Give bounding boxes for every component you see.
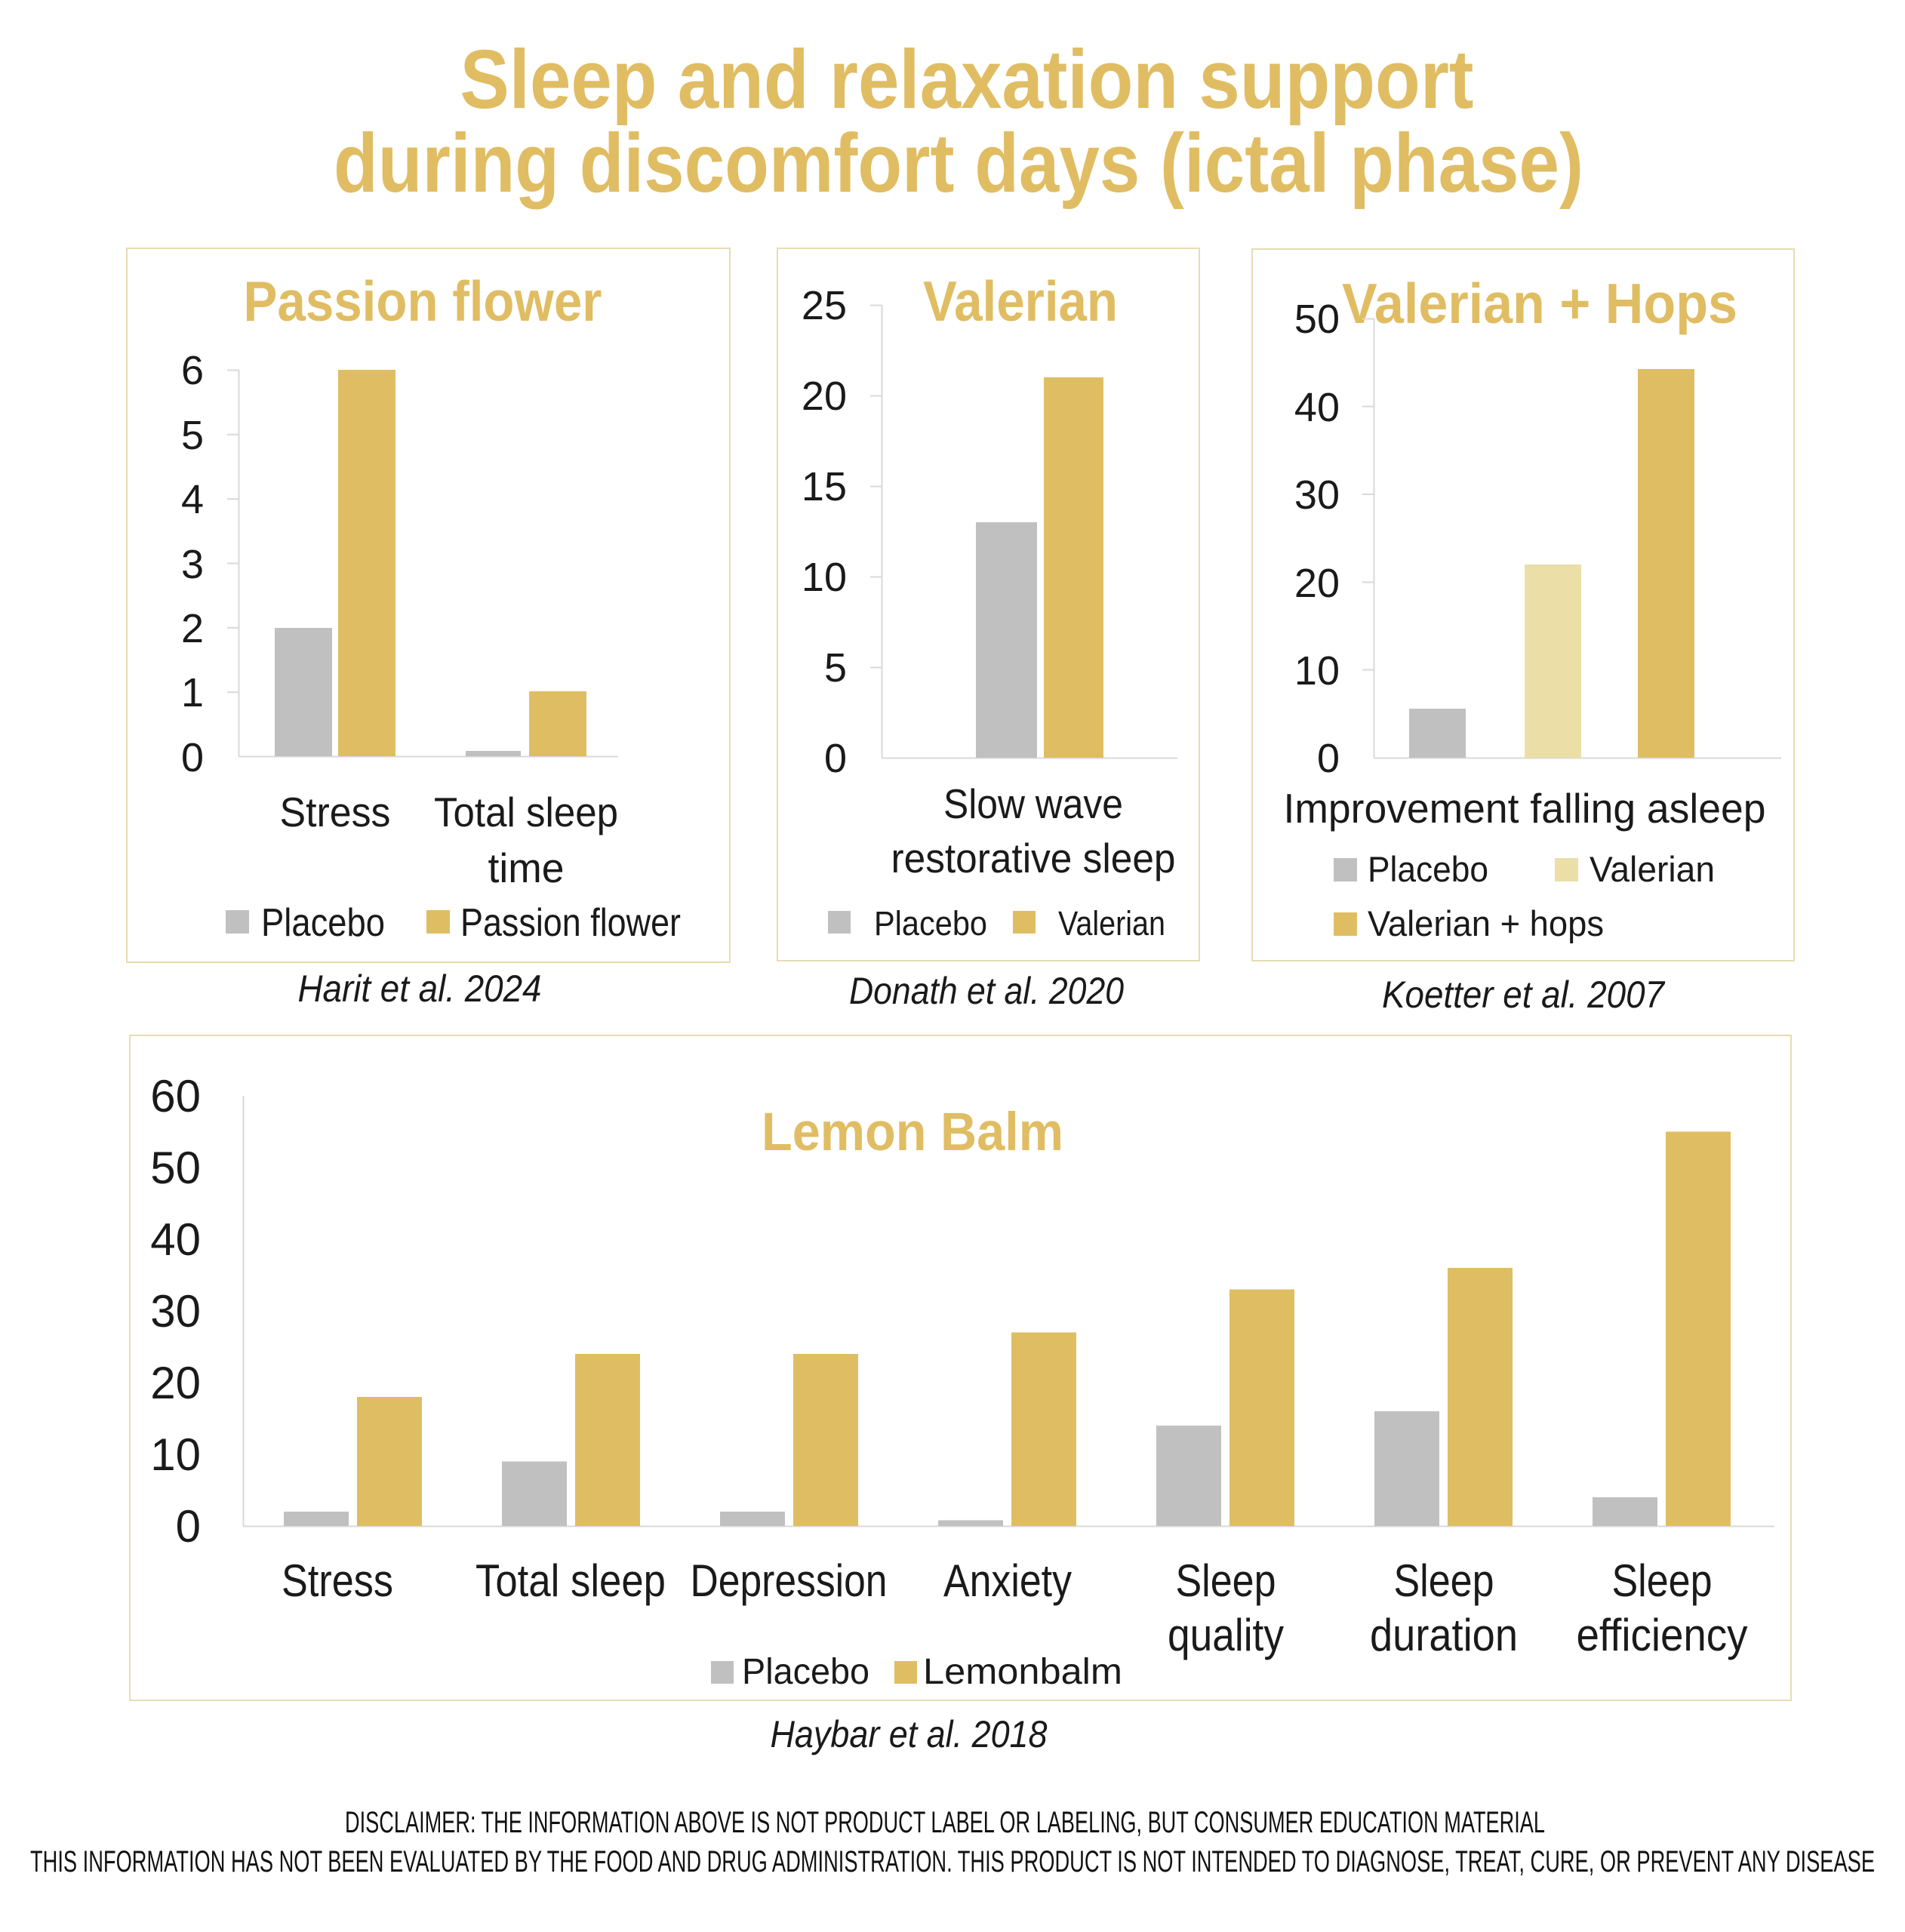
svg-text:Stress: Stress — [282, 1555, 393, 1606]
svg-text:restorative sleep: restorative sleep — [891, 835, 1176, 881]
svg-text:15: 15 — [802, 464, 847, 509]
svg-text:Stress: Stress — [280, 789, 391, 835]
svg-text:Sleep: Sleep — [1394, 1555, 1494, 1606]
svg-text:40: 40 — [1294, 385, 1340, 430]
svg-text:20: 20 — [1294, 561, 1340, 606]
svg-text:60: 60 — [150, 1071, 201, 1121]
svg-text:Koetter et al. 2007: Koetter et al. 2007 — [1382, 974, 1666, 1016]
svg-text:0: 0 — [1317, 736, 1340, 781]
svg-text:20: 20 — [150, 1358, 201, 1408]
svg-text:Harit et al. 2024: Harit et al. 2024 — [298, 968, 542, 1010]
svg-text:Placebo: Placebo — [742, 1652, 869, 1692]
svg-text:Slow wave: Slow wave — [943, 780, 1123, 827]
svg-text:Passion flower: Passion flower — [460, 901, 681, 945]
svg-text:10: 10 — [1294, 648, 1340, 694]
svg-text:Sleep: Sleep — [1612, 1555, 1713, 1606]
svg-text:Valerian + Hops: Valerian + Hops — [1342, 272, 1737, 335]
svg-text:Anxiety: Anxiety — [943, 1555, 1072, 1606]
svg-text:4: 4 — [181, 477, 204, 522]
svg-text:20: 20 — [802, 374, 847, 419]
svg-text:25: 25 — [802, 283, 847, 328]
svg-text:Placebo: Placebo — [1368, 849, 1488, 889]
svg-text:1: 1 — [181, 670, 204, 715]
svg-text:Placebo: Placebo — [261, 901, 385, 945]
svg-text:Depression: Depression — [691, 1555, 888, 1606]
svg-text:quality: quality — [1168, 1610, 1284, 1660]
svg-text:6: 6 — [181, 348, 204, 393]
svg-text:Total sleep: Total sleep — [475, 1555, 666, 1606]
svg-text:0: 0 — [176, 1501, 201, 1552]
svg-text:30: 30 — [150, 1286, 201, 1337]
svg-text:Valerian: Valerian — [1590, 849, 1715, 889]
svg-text:Haybar et al. 2018: Haybar et al. 2018 — [771, 1713, 1048, 1755]
svg-text:Sleep: Sleep — [1176, 1555, 1276, 1606]
svg-text:DISCLAIMER: THE INFORMATION AB: DISCLAIMER: THE INFORMATION ABOVE IS NOT… — [345, 1806, 1545, 1839]
svg-text:Placebo: Placebo — [874, 904, 987, 943]
svg-text:10: 10 — [802, 555, 847, 600]
svg-text:0: 0 — [181, 735, 204, 780]
svg-text:Lemonbalm: Lemonbalm — [923, 1652, 1122, 1692]
svg-text:during discomfort days (ictal: during discomfort days (ictal phase) — [334, 117, 1583, 210]
svg-text:Total sleep: Total sleep — [434, 789, 618, 835]
svg-text:10: 10 — [150, 1429, 201, 1480]
svg-text:5: 5 — [181, 413, 204, 458]
svg-text:time: time — [488, 844, 565, 891]
svg-text:Valerian + hops: Valerian + hops — [1368, 903, 1604, 943]
svg-text:Valerian: Valerian — [923, 269, 1118, 333]
svg-text:40: 40 — [150, 1214, 201, 1265]
svg-text:efficiency: efficiency — [1577, 1610, 1748, 1660]
svg-text:5: 5 — [824, 645, 847, 691]
svg-text:30: 30 — [1294, 472, 1340, 518]
svg-text:Passion flower: Passion flower — [244, 269, 602, 333]
svg-text:2: 2 — [181, 606, 204, 651]
svg-text:3: 3 — [181, 542, 204, 587]
svg-text:Donath et al. 2020: Donath et al. 2020 — [849, 970, 1124, 1012]
svg-text:duration: duration — [1370, 1610, 1518, 1660]
svg-text:50: 50 — [1294, 297, 1340, 342]
svg-text:Valerian: Valerian — [1058, 904, 1165, 943]
svg-text:THIS INFORMATION HAS NOT BEEN: THIS INFORMATION HAS NOT BEEN EVALUATED … — [30, 1845, 1875, 1878]
svg-text:50: 50 — [150, 1143, 201, 1193]
svg-text:Improvement falling asleep: Improvement falling asleep — [1284, 785, 1766, 832]
svg-text:Lemon Balm: Lemon Balm — [762, 1103, 1063, 1162]
svg-text:0: 0 — [824, 736, 847, 781]
svg-text:Sleep and relaxation support: Sleep and relaxation support — [460, 33, 1474, 126]
